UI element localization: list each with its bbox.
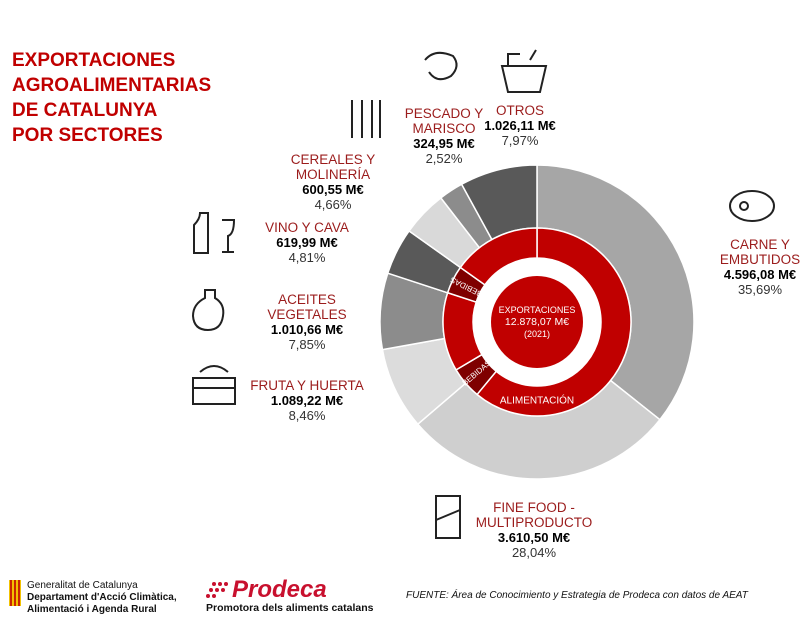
- inner-label: ALIMENTACIÓN: [500, 394, 574, 407]
- sector-name: OTROS: [495, 103, 544, 118]
- sector-name: VINO Y CAVA: [265, 220, 349, 235]
- brand-name: Prodeca: [232, 576, 327, 603]
- sector-percent: 4,81%: [288, 250, 326, 265]
- prodeca-logo-mark: [206, 582, 228, 598]
- title-line: DE CATALUNYA: [12, 100, 158, 121]
- source-note: FUENTE: Área de Conocimiento y Estrategi…: [406, 588, 749, 601]
- sector-percent: 28,04%: [511, 545, 557, 560]
- sector-percent: 4,66%: [314, 197, 352, 212]
- center-total: 12.878,07 M€: [504, 316, 570, 328]
- center-label: EXPORTACIONES 12.878,07 M€ (2021): [487, 304, 587, 340]
- sector-label: FRUTA Y HUERTA 1.089,22 M€ 8,46%: [227, 378, 387, 423]
- sector-value: 1.089,22 M€: [270, 393, 344, 408]
- sector-name: CARNE Y EMBUTIDOS: [719, 237, 800, 267]
- sector-label: ACEITES VEGETALES 1.010,66 M€ 7,85%: [262, 292, 352, 352]
- sector-percent: 7,85%: [288, 337, 326, 352]
- generalitat-logo: [9, 580, 21, 606]
- center-year: (2021): [523, 329, 550, 339]
- org-line: Departament d'Acció Climàtica,: [27, 592, 177, 603]
- title-line: POR SECTORES: [12, 125, 163, 146]
- sector-percent: 7,97%: [501, 133, 539, 148]
- icons: [191, 49, 775, 539]
- sector-percent: 35,69%: [737, 282, 783, 297]
- sector-name: CEREALES Y MOLINERÍA: [290, 152, 376, 182]
- sector-label: OTROS 1.026,11 M€ 7,97%: [475, 103, 565, 148]
- sector-label: PESCADO Y MARISCO 324,95 M€ 2,52%: [399, 106, 489, 166]
- sector-value: 324,95 M€: [413, 136, 475, 151]
- org-line: Generalitat de Catalunya: [27, 580, 138, 591]
- center-fill: [491, 276, 583, 368]
- sector-percent: 2,52%: [425, 151, 463, 166]
- sector-name: FINE FOOD - MULTIPRODUCTO: [475, 500, 593, 530]
- org-line: Alimentació i Agenda Rural: [27, 604, 157, 615]
- center-title: EXPORTACIONES: [498, 305, 576, 315]
- sector-value: 619,99 M€: [276, 235, 338, 250]
- sector-label: FINE FOOD - MULTIPRODUCTO 3.610,50 M€ 28,0…: [469, 500, 599, 560]
- sector-name: FRUTA Y HUERTA: [250, 378, 364, 393]
- sector-label: VINO Y CAVA 619,99 M€ 4,81%: [252, 220, 362, 265]
- sector-value: 3.610,50 M€: [497, 530, 571, 545]
- sector-name: PESCADO Y MARISCO: [404, 106, 484, 136]
- chart-title: EXPORTACIONES AGROALIMENTARIAS DE CATALUNY…: [12, 48, 211, 148]
- sector-value: 1.026,11 M€: [484, 118, 556, 133]
- sector-value: 4.596,08 M€: [723, 267, 797, 282]
- title-line: AGROALIMENTARIAS: [12, 75, 212, 96]
- title-line: EXPORTACIONES: [12, 50, 176, 71]
- sector-label: CEREALES Y MOLINERÍA 600,55 M€ 4,66%: [278, 152, 388, 212]
- sector-value: 600,55 M€: [302, 182, 364, 197]
- sector-percent: 8,46%: [288, 408, 326, 423]
- brand-tagline: Promotora dels aliments catalans: [206, 602, 374, 614]
- sector-value: 1.010,66 M€: [270, 322, 344, 337]
- sector-label: CARNE Y EMBUTIDOS 4.596,08 M€ 35,69%: [713, 237, 800, 297]
- sector-name: ACEITES VEGETALES: [267, 292, 347, 322]
